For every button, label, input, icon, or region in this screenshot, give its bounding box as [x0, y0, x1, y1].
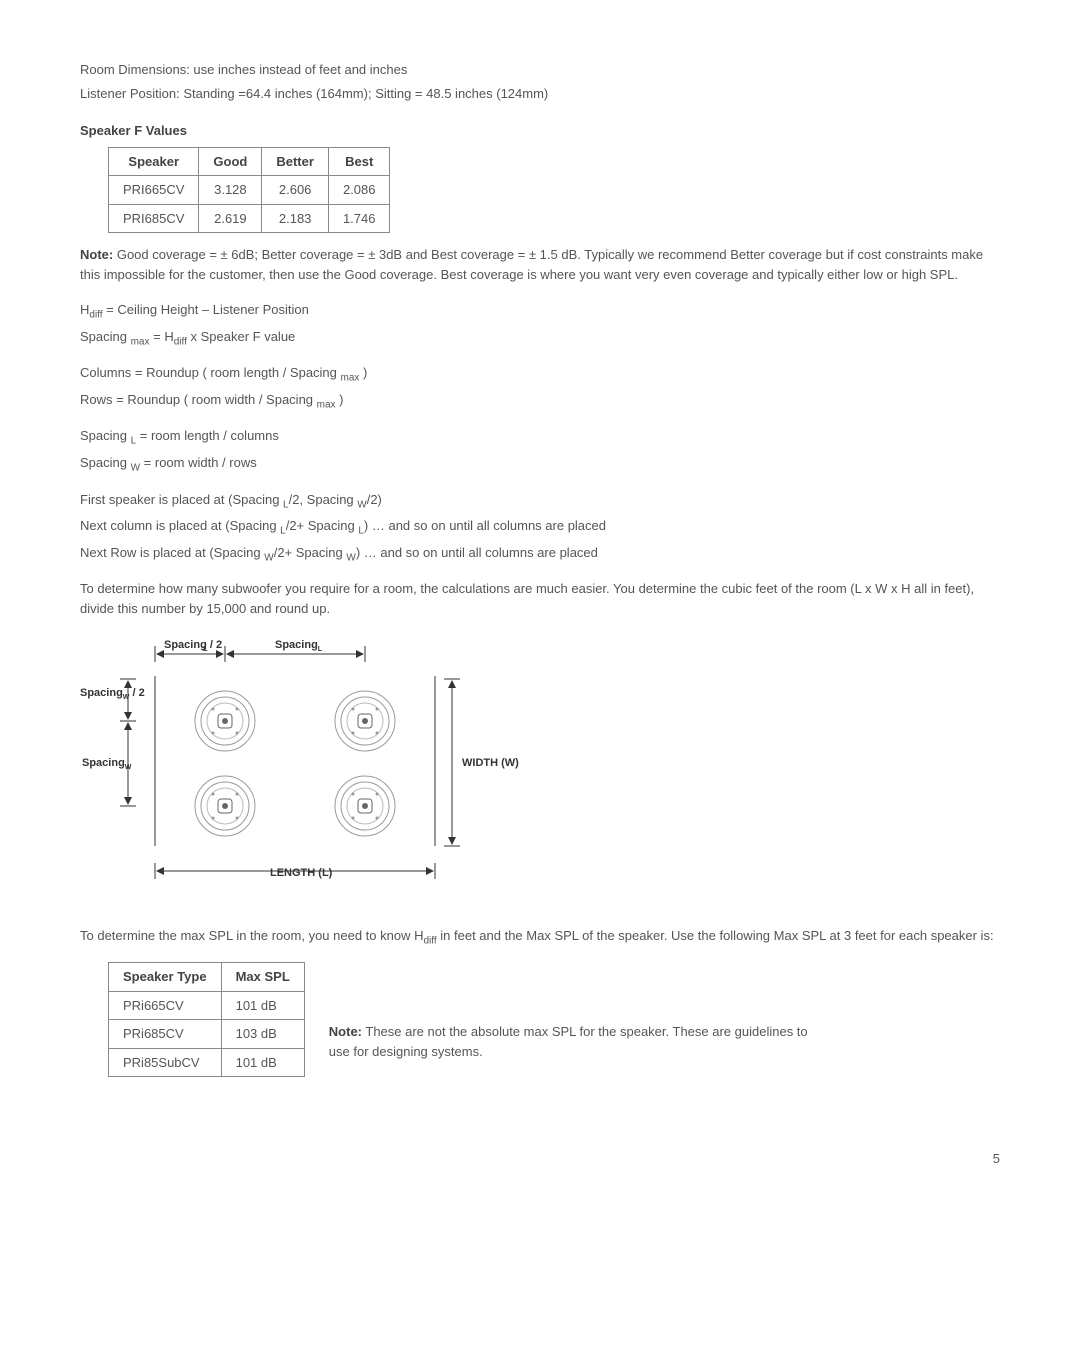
cell: PRi85SubCV — [109, 1048, 222, 1077]
t: = room width / rows — [140, 455, 257, 470]
note-text: Good coverage = ± 6dB; Better coverage =… — [80, 247, 983, 282]
spacingmax-formula: Spacing max = Hdiff x Speaker F value — [80, 327, 1000, 350]
svg-text:SpacingL: SpacingL — [275, 639, 323, 653]
sub: W — [346, 552, 355, 563]
next-column-placement: Next column is placed at (Spacing L/2+ S… — [80, 516, 1000, 539]
rows-formula: Rows = Roundup ( room width / Spacing ma… — [80, 390, 1000, 413]
sub: diff — [174, 336, 187, 347]
svg-text:SpacingW: SpacingW — [82, 757, 132, 771]
spacing-w-formula: Spacing W = room width / rows — [80, 453, 1000, 476]
note-label: Note: — [80, 247, 113, 262]
cell: PRi665CV — [109, 991, 222, 1020]
col-speaker-type: Speaker Type — [109, 963, 222, 992]
cell: 2.606 — [262, 176, 329, 205]
columns-formula: Columns = Roundup ( room length / Spacin… — [80, 363, 1000, 386]
col-max-spl: Max SPL — [221, 963, 304, 992]
col-good: Good — [199, 147, 262, 176]
spl-note: Note: These are not the absolute max SPL… — [329, 1022, 829, 1061]
t: = room length / columns — [136, 428, 279, 443]
cell: PRI665CV — [109, 176, 199, 205]
t: Next column is placed at (Spacing — [80, 518, 280, 533]
cell: 2.619 — [199, 204, 262, 233]
sub: W — [264, 552, 273, 563]
sub: max — [341, 373, 360, 384]
table-row: PRi85SubCV 101 dB — [109, 1048, 305, 1077]
col-best: Best — [328, 147, 390, 176]
t: First speaker is placed at (Spacing — [80, 492, 283, 507]
fvalues-heading: Speaker F Values — [80, 121, 1000, 141]
cell: PRi685CV — [109, 1020, 222, 1049]
cell: PRI685CV — [109, 204, 199, 233]
t: Columns = Roundup ( room length / Spacin… — [80, 365, 341, 380]
sub: max — [317, 399, 336, 410]
sub: W — [357, 499, 366, 510]
spacing-l-formula: Spacing L = room length / columns — [80, 426, 1000, 449]
coverage-note: Note: Good coverage = ± 6dB; Better cove… — [80, 245, 1000, 284]
cell: 101 dB — [221, 991, 304, 1020]
table-row: PRI685CV 2.619 2.183 1.746 — [109, 204, 390, 233]
col-better: Better — [262, 147, 329, 176]
cell: 2.086 — [328, 176, 390, 205]
t: = H — [150, 329, 174, 344]
table-header-row: Speaker Type Max SPL — [109, 963, 305, 992]
speaker-layout-diagram: Spacing / 2L SpacingL SpacingW / 2 Spaci… — [80, 636, 1000, 902]
t: /2+ Spacing — [286, 518, 359, 533]
page-number: 5 — [80, 1149, 1000, 1169]
hdiff-formula: Hdiff = Ceiling Height – Listener Positi… — [80, 300, 1000, 323]
cell: 2.183 — [262, 204, 329, 233]
fvalues-table: Speaker Good Better Best PRI665CV 3.128 … — [108, 147, 390, 234]
t: Next Row is placed at (Spacing — [80, 545, 264, 560]
intro-line-1: Room Dimensions: use inches instead of f… — [80, 60, 1000, 80]
subwoofer-paragraph: To determine how many subwoofer you requ… — [80, 579, 1000, 618]
t: H — [80, 302, 89, 317]
svg-text:Spacing / 2L: Spacing / 2L — [164, 639, 222, 653]
svg-text:SpacingW / 2: SpacingW / 2 — [80, 687, 145, 701]
t: /2+ Spacing — [274, 545, 347, 560]
cell: 103 dB — [221, 1020, 304, 1049]
t: Spacing — [80, 455, 131, 470]
next-row-placement: Next Row is placed at (Spacing W/2+ Spac… — [80, 543, 1000, 566]
intro-line-2: Listener Position: Standing =64.4 inches… — [80, 84, 1000, 104]
spl-table: Speaker Type Max SPL PRi665CV 101 dB PRi… — [108, 962, 305, 1077]
table-row: PRI665CV 3.128 2.606 2.086 — [109, 176, 390, 205]
cell: 101 dB — [221, 1048, 304, 1077]
svg-text:WIDTH (W): WIDTH (W) — [462, 757, 519, 769]
t: ) … and so on until all columns are plac… — [356, 545, 598, 560]
spl-intro: To determine the max SPL in the room, yo… — [80, 926, 1000, 949]
svg-text:LENGTH (L): LENGTH (L) — [270, 867, 333, 879]
col-speaker: Speaker — [109, 147, 199, 176]
t: ) — [336, 392, 344, 407]
t: Rows = Roundup ( room width / Spacing — [80, 392, 317, 407]
t: /2) — [367, 492, 382, 507]
t: /2, Spacing — [289, 492, 358, 507]
table-header-row: Speaker Good Better Best — [109, 147, 390, 176]
sub: max — [131, 336, 150, 347]
note-text: These are not the absolute max SPL for t… — [329, 1024, 808, 1059]
note-label: Note: — [329, 1024, 362, 1039]
t: x Speaker F value — [187, 329, 295, 344]
t: = Ceiling Height – Listener Position — [103, 302, 309, 317]
t: in feet and the Max SPL of the speaker. … — [437, 928, 994, 943]
t: Spacing — [80, 428, 131, 443]
t: ) — [359, 365, 367, 380]
sub: diff — [89, 310, 102, 321]
sub: diff — [423, 935, 436, 946]
t: Spacing — [80, 329, 131, 344]
table-row: PRi665CV 101 dB — [109, 991, 305, 1020]
cell: 1.746 — [328, 204, 390, 233]
cell: 3.128 — [199, 176, 262, 205]
t: To determine the max SPL in the room, yo… — [80, 928, 423, 943]
t: ) … and so on until all columns are plac… — [364, 518, 606, 533]
first-speaker-placement: First speaker is placed at (Spacing L/2,… — [80, 490, 1000, 513]
sub: W — [131, 463, 140, 474]
table-row: PRi685CV 103 dB — [109, 1020, 305, 1049]
